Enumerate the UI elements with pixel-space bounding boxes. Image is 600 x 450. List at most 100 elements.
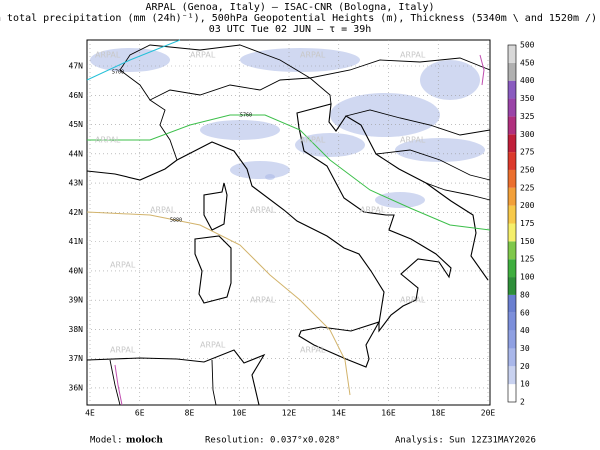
colorbar-swatch — [508, 80, 516, 99]
contours: 5700 5760 5880 — [86, 39, 491, 406]
colorbar-swatch — [508, 169, 516, 188]
watermark: ARPAL — [150, 206, 176, 215]
colorbar-label: 200 — [520, 201, 535, 210]
colorbar-swatch — [508, 205, 516, 224]
border — [109, 359, 121, 406]
lat-label: 45N — [69, 120, 84, 129]
border — [211, 359, 217, 406]
colorbar-swatch — [508, 62, 516, 81]
watermark: ARPAL — [190, 51, 216, 60]
colorbar-label: 60 — [520, 308, 530, 317]
thickness-contour — [114, 364, 123, 406]
colorbar-label: 20 — [520, 362, 530, 371]
colorbar-label: 275 — [520, 148, 535, 157]
height-contour — [86, 39, 181, 81]
colorbar-label: 500 — [520, 41, 535, 50]
rain-area — [200, 120, 280, 140]
watermark: ARPAL — [300, 346, 326, 355]
lon-label: 16E — [381, 409, 396, 418]
colorbar-label: 10 — [520, 380, 530, 389]
contour-label: 5880 — [170, 218, 182, 224]
lat-label: 42N — [69, 208, 84, 217]
colorbar-swatch — [508, 259, 516, 278]
watermark: ARPAL — [95, 136, 121, 145]
lon-label: 14E — [332, 409, 347, 418]
lon-label: 20E — [481, 409, 496, 418]
colorbar-swatch — [508, 187, 516, 206]
colorbar: 2 10 20 30 40 60 80 100 125 150 175 200 225 250 275 300… — [507, 41, 535, 407]
lon-label: 18E — [431, 409, 446, 418]
lat-label: 41N — [69, 237, 84, 246]
height-contour — [86, 211, 351, 396]
colorbar-swatch — [508, 152, 516, 170]
lon-label: 6E — [135, 409, 145, 418]
watermark: ARPAL — [400, 51, 426, 60]
header: ARPAL (Genoa, Italy) – ISAC-CNR (Bologna… — [0, 2, 597, 35]
colorbar-swatch — [508, 294, 516, 313]
lat-label: 36N — [69, 383, 84, 392]
colorbar-label: 350 — [520, 94, 535, 103]
map: 5700 5760 5880 ARPAL ARPAL ARPAL ARPAL ARPAL… — [86, 39, 491, 406]
watermark: ARPAL — [360, 206, 386, 215]
colorbar-swatch — [508, 277, 516, 295]
border — [345, 109, 491, 136]
rain-area — [330, 93, 440, 137]
lat-label: 47N — [69, 62, 84, 71]
lon-label: 8E — [185, 409, 195, 418]
watermark: ARPAL — [400, 136, 426, 145]
coastlines — [86, 103, 489, 406]
colorbar-label: 100 — [520, 273, 535, 282]
lat-label: 40N — [69, 266, 84, 275]
lat-label: 44N — [69, 149, 84, 158]
border — [375, 149, 491, 181]
colorbar-label: 80 — [520, 290, 530, 299]
rain-area — [240, 48, 360, 72]
colorbar-swatch — [508, 45, 516, 63]
lat-label: 38N — [69, 325, 84, 334]
colorbar-swatch — [508, 348, 516, 367]
lat-label: 39N — [69, 296, 84, 305]
colorbar-label: 30 — [520, 344, 530, 353]
border — [119, 44, 491, 101]
watermark: ARPAL — [400, 296, 426, 305]
lon-label: 12E — [282, 409, 297, 418]
colorbar-swatch — [508, 366, 516, 385]
footer: Model: moloch Resolution: 0.037°x0.028° … — [90, 436, 536, 446]
thickness-contour — [479, 54, 485, 86]
grid — [87, 40, 490, 405]
corsica — [203, 182, 228, 231]
watermark: ARPAL — [200, 341, 226, 350]
rain-area — [395, 138, 485, 162]
borders — [109, 44, 491, 406]
colorbar-swatch — [508, 223, 516, 242]
sardinia — [194, 235, 232, 304]
africa-coast — [86, 349, 266, 406]
watermark: ARPAL — [250, 206, 276, 215]
colorbar-swatch — [508, 134, 516, 153]
coastline — [86, 103, 489, 333]
colorbar-swatch — [508, 312, 516, 331]
rain-area — [295, 133, 365, 157]
lat-label: 37N — [69, 354, 84, 363]
colorbar-label: 250 — [520, 165, 535, 174]
contour-label: 5760 — [240, 113, 252, 119]
colorbar-label: 125 — [520, 255, 535, 264]
lon-label: 4E — [85, 409, 95, 418]
lat-label: 43N — [69, 179, 84, 188]
watermark: ARPAL — [110, 346, 136, 355]
height-contour — [87, 114, 491, 231]
colorbar-label: 400 — [520, 76, 535, 85]
lon-label: 10E — [232, 409, 247, 418]
sicily — [298, 321, 381, 368]
precipitation — [90, 48, 485, 208]
map-frame — [86, 39, 491, 406]
colorbar-label: 175 — [520, 219, 535, 228]
colorbar-swatch — [508, 330, 516, 349]
title-line: 03 UTC Tue 02 JUN – τ = 39h — [209, 24, 372, 35]
rain-area — [420, 60, 480, 100]
analysis: Analysis: Sun 12Z31MAY2026 — [395, 436, 536, 446]
colorbar-swatch — [508, 98, 516, 117]
rain-area — [375, 192, 425, 208]
rain-area — [265, 174, 275, 180]
